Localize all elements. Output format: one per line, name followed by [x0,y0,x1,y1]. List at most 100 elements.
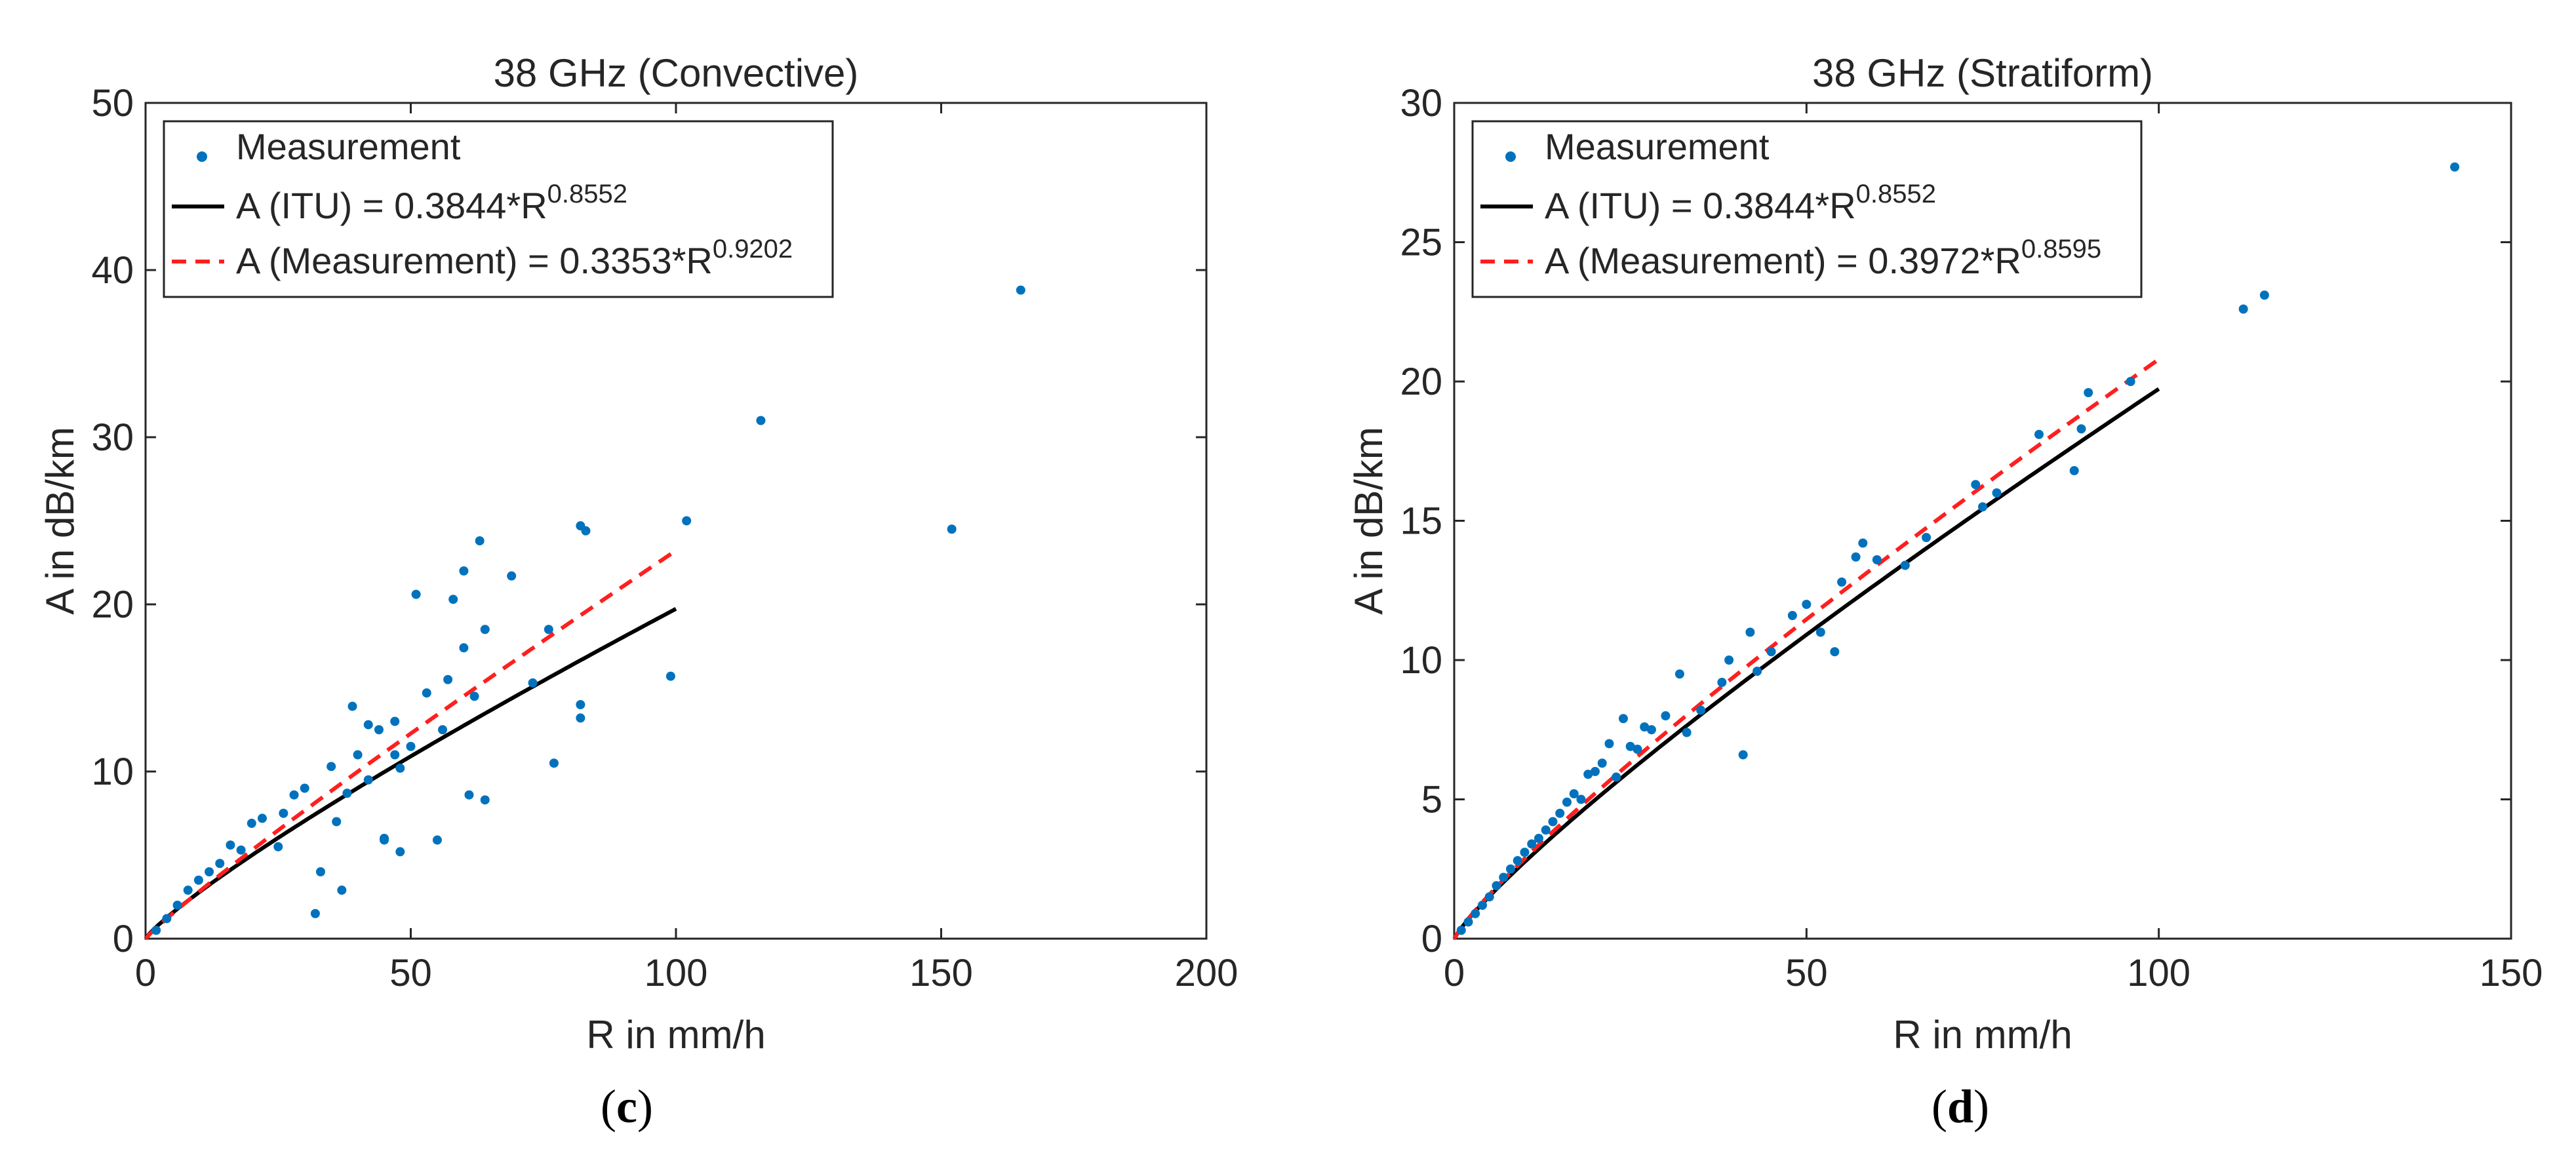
measurement-point [1978,502,1987,512]
measurement-point [1766,647,1776,657]
measurement-point [682,516,692,526]
measurement-point [193,875,203,885]
measurement-point [665,671,675,681]
legend: Measurement A (ITU) = 0.3844*R0.8552 A (Me… [163,120,834,298]
measurement-point [576,700,585,709]
measurement-point [581,526,591,536]
y-tick-label: 10 [91,751,134,793]
measurement-point [1597,758,1607,768]
measurement-point [1492,881,1501,891]
x-tick-label: 200 [1175,952,1238,994]
measurement-point [1837,577,1847,587]
y-tick-label: 40 [91,249,134,292]
measurement-point [2126,377,2135,386]
measurement-point [549,758,559,768]
legend-entry-3: A (Measurement) = 0.3972*R0.8595 [1545,235,2101,281]
measurement-point [1456,926,1466,935]
measurement-point [1590,767,1600,776]
measurement-point [1534,834,1543,843]
measurement-point [215,859,225,869]
measurement-point [1872,555,1882,564]
measurement-point [2034,429,2044,439]
measurement-point [1992,488,2002,498]
measurement-point [1830,647,1840,657]
measurement-point [1738,750,1748,760]
y-tick-label: 0 [113,918,134,960]
panel-caption: (c) [601,1080,653,1133]
legend-entry-3: A (Measurement) = 0.3353*R0.9202 [236,235,793,281]
measurement-point [756,416,766,425]
y-tick-label: 30 [1400,82,1442,125]
measurement-point [2069,466,2079,475]
measurement-point [300,783,309,793]
measurement-point [1661,711,1671,720]
measurement-point [310,909,320,918]
measurement-point [480,795,490,805]
measurement-point [1548,817,1558,827]
itu-line [1452,387,2160,940]
measurement-point [475,536,485,546]
measurement-point [1520,848,1530,857]
measurement-point [464,790,474,800]
measurement-point [1802,600,1812,609]
x-tick-label: 50 [389,952,432,994]
measurement-point [1745,627,1755,637]
measurement-point [1640,722,1650,732]
measurement-point [353,750,363,760]
measurement-point [1471,909,1480,918]
measurement-fit-line [144,549,677,941]
measurement-point [2259,290,2269,300]
measurement-point [1576,794,1586,804]
measurement-point [1717,678,1727,687]
chart-panel-d: 0 50 100 150 0 5 10 15 20 25 30 38 GHz (Stratiform)… [1347,51,2543,1133]
x-tick-label: 100 [2127,952,2190,994]
legend-entry-1: Measurement [236,126,461,167]
measurement-point [273,842,283,851]
y-tick-label: 20 [1400,361,1442,403]
measurement-point [1858,538,1868,548]
legend-entry-2: A (ITU) = 0.3844*R0.8552 [1545,180,1936,226]
legend-entry-2: A (ITU) = 0.3844*R0.8552 [236,180,627,226]
y-tick-label: 10 [1400,639,1442,682]
measurement-point [315,867,325,876]
measurement-point [480,625,490,635]
x-axis-label: R in mm/h [1893,1013,2072,1057]
chart-title: 38 GHz (Convective) [494,51,859,95]
chart-title: 38 GHz (Stratiform) [1812,51,2153,95]
measurement-point [1016,285,1025,295]
measurement-point [1787,611,1797,620]
measurement-point [1724,655,1734,665]
measurement-point [469,692,479,701]
measurement-point [342,789,352,798]
legend-box [163,120,834,298]
measurement-point [1505,864,1515,874]
measurement-point [507,571,517,581]
measurement-point [1618,714,1628,724]
legend-box [1471,120,2143,298]
y-tick-label: 25 [1400,222,1442,264]
legend-measurement-marker [197,151,207,162]
y-tick-label: 0 [1421,918,1442,960]
measurement-point [1674,669,1684,679]
measurement-point [947,524,957,534]
measurement-point [327,762,336,772]
measurement-point [390,716,400,726]
measurement-point [1463,917,1473,927]
measurement-fit-line [1452,357,2160,940]
y-tick-label: 50 [91,82,134,125]
measurement-point [459,643,469,653]
measurement-point [1682,728,1692,737]
y-tick-label: 30 [91,416,134,459]
measurement-point [411,589,421,599]
measurement-point [1612,772,1621,782]
measurement-point [1569,789,1579,798]
measurement-point [1646,725,1656,735]
measurement-point [406,741,416,751]
measurement-point [395,763,405,773]
measurement-point [1477,901,1487,910]
measurement-point [1513,856,1522,865]
measurement-point [332,817,342,827]
measurement-point [1922,533,1932,542]
measurement-point [1583,770,1593,779]
